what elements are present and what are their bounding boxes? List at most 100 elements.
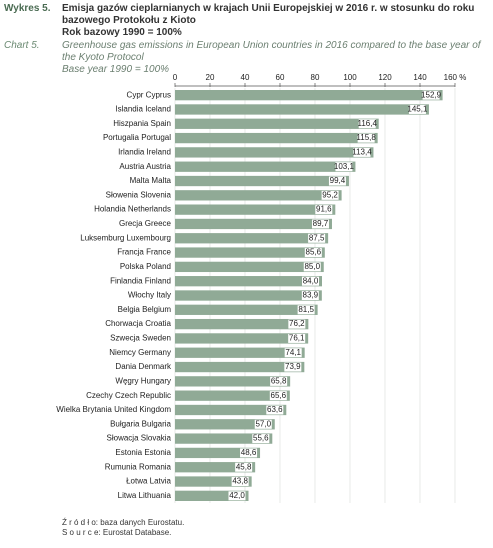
value-label-box xyxy=(301,291,319,300)
chart-label: Wykres 5. xyxy=(4,3,51,14)
value-label-box xyxy=(308,233,326,243)
value-label-box xyxy=(311,219,329,229)
value-label-box xyxy=(408,104,426,114)
bar xyxy=(175,276,322,287)
value-label: 115,8 xyxy=(356,133,376,142)
y-tick-label: Estonia Estonia xyxy=(115,448,171,457)
bar xyxy=(175,476,252,487)
title: Emisja gazów cieplarnianych w krajach Un… xyxy=(62,3,475,26)
y-tick-label: Portugalia Portugal xyxy=(103,133,171,142)
x-tick-label: 0 xyxy=(173,73,178,82)
y-tick-label: Finlandia Finland xyxy=(110,276,171,285)
y-tick-label: Włochy Italy xyxy=(128,291,171,300)
value-label-box xyxy=(303,262,321,272)
value-label: 63,6 xyxy=(267,405,283,414)
bar xyxy=(175,175,349,187)
bar xyxy=(175,190,342,201)
value-label: 48,6 xyxy=(241,448,257,457)
y-tick-label: Węgry Hungary xyxy=(115,376,171,385)
value-label: 57,0 xyxy=(255,419,271,428)
source-pl: Ź r ó d ł o: baza danych Eurostatu. xyxy=(62,518,185,527)
bar xyxy=(175,261,324,273)
value-label: 76,2 xyxy=(289,319,305,328)
value-label-box xyxy=(297,305,315,315)
value-label-box xyxy=(231,477,249,487)
chart-label-en: Chart 5. xyxy=(4,40,40,51)
value-label-box xyxy=(252,434,270,444)
value-label: 65,8 xyxy=(271,376,287,385)
value-label: 45,8 xyxy=(236,462,252,471)
y-tick-label: Słowacja Slovakia xyxy=(107,434,172,443)
value-label-box xyxy=(358,119,376,129)
chart-title-en: Greenhouse gas emissions in European Uni… xyxy=(62,40,487,76)
value-label: 42,0 xyxy=(229,491,245,500)
x-tick-label: 140 xyxy=(413,73,427,82)
bar xyxy=(175,233,329,244)
bar xyxy=(175,104,429,115)
x-tick-label: 20 xyxy=(206,73,215,82)
chart-title: Emisja gazów cieplarnianych w krajach Un… xyxy=(62,3,487,39)
bar xyxy=(175,376,291,387)
value-label: 85,0 xyxy=(304,262,320,271)
value-label: 85,6 xyxy=(306,248,322,257)
x-tick-label: 60 xyxy=(276,73,285,82)
y-tick-label: Chorwacja Croatia xyxy=(105,319,171,328)
value-label-box xyxy=(284,348,302,358)
y-tick-label: Irlandia Ireland xyxy=(118,148,171,157)
bar xyxy=(175,333,309,344)
value-label-box xyxy=(284,362,302,372)
y-tick-label: Bułgaria Bulgaria xyxy=(110,419,171,428)
y-tick-label: Polska Poland xyxy=(120,262,171,271)
bar xyxy=(175,304,318,315)
value-label-box xyxy=(304,248,322,258)
title-en: Greenhouse gas emissions in European Uni… xyxy=(62,40,481,63)
y-tick-label: Dania Denmark xyxy=(115,362,172,371)
source: Ź r ó d ł o: baza danych Eurostatu. S o u… xyxy=(62,518,184,538)
value-label-box xyxy=(270,376,288,386)
value-label: 145,1 xyxy=(407,105,428,114)
value-label: 73,9 xyxy=(285,362,301,371)
y-tick-label: Cypr Cyprus xyxy=(127,90,171,99)
y-tick-label: Litwa Lithuania xyxy=(118,491,172,500)
x-tick-label: 40 xyxy=(241,73,250,82)
value-label: 84,0 xyxy=(303,276,319,285)
bar xyxy=(175,433,273,444)
bar xyxy=(175,404,287,416)
y-tick-label: Luksemburg Luxembourg xyxy=(80,233,171,242)
x-tick-label: 100 xyxy=(343,73,357,82)
value-label-box xyxy=(422,90,440,100)
value-label: 95,2 xyxy=(322,190,338,199)
y-tick-label: Islandia Iceland xyxy=(115,105,171,114)
bar xyxy=(175,118,379,129)
value-label: 116,4 xyxy=(357,119,377,128)
y-tick-label: Grecja Greece xyxy=(119,219,172,228)
value-label: 74,1 xyxy=(285,348,301,357)
value-label: 91,6 xyxy=(316,205,332,214)
value-label: 55,6 xyxy=(253,434,269,443)
y-tick-label: Holandia Netherlands xyxy=(94,205,171,214)
value-label: 89,7 xyxy=(313,219,329,228)
value-label-box xyxy=(288,333,306,343)
bar xyxy=(175,204,336,215)
value-label-box xyxy=(353,147,371,157)
y-tick-label: Rumunia Romania xyxy=(105,462,172,471)
bar xyxy=(175,147,374,158)
value-label: 152,9 xyxy=(421,90,442,99)
value-label-box xyxy=(321,190,339,200)
bar xyxy=(175,390,290,401)
bar xyxy=(175,90,443,101)
value-label-box xyxy=(357,133,375,143)
bar xyxy=(175,490,249,501)
value-label: 65,6 xyxy=(271,391,287,400)
y-tick-label: Wielka Brytania United Kingdom xyxy=(56,405,171,414)
y-tick-label: Francja France xyxy=(117,248,171,257)
x-tick-label: 80 xyxy=(311,73,320,82)
value-label: 76,1 xyxy=(289,334,305,343)
bar xyxy=(175,447,261,459)
value-label-box xyxy=(269,391,287,401)
bar xyxy=(175,161,356,172)
value-label: 83,9 xyxy=(303,291,319,300)
value-label: 81,5 xyxy=(298,305,314,314)
